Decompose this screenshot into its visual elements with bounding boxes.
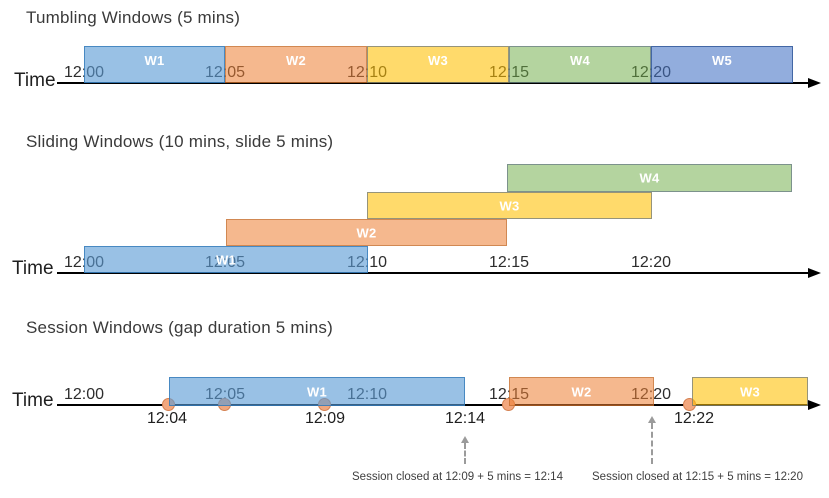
tumbling-window-bar-w2: W2 [225,46,367,83]
window-bar-label: W5 [711,53,733,68]
sliding-tick-label: 12:20 [630,254,672,271]
sliding-window-bar-w1: W1 [84,246,368,273]
window-bar-label: W4 [569,53,591,68]
sliding-axis-arrow-icon [808,268,821,278]
window-bar-label: W3 [427,53,449,68]
tumbling-window-bar-w4: W4 [509,46,651,83]
sliding-tick-label: 12:15 [488,254,530,271]
tumbling-axis-arrow-icon [808,78,821,88]
tumbling-window-bar-w3: W3 [367,46,509,83]
window-bar-label: W1 [144,53,165,68]
annotation-up-arrow-icon [461,436,469,443]
sliding-window-bar-w4: W4 [507,164,792,192]
window-bar-label: W4 [639,170,660,186]
window-bar-label: W1 [215,252,237,267]
session-event-time-label: 12:09 [304,410,346,427]
tumbling-time-axis-label: Time [14,70,56,91]
sliding-window-bar-w3: W3 [367,192,652,219]
window-bar-label: W3 [499,198,520,213]
window-bar-label: W2 [571,384,592,399]
annotation-up-arrow-icon [648,416,656,423]
session-close-annotation: Session closed at 12:09 + 5 mins = 12:14 [352,471,563,483]
window-bar-label: W1 [306,384,328,399]
session-event-time-label: 12:22 [673,410,715,427]
tumbling-section-title: Tumbling Windows (5 mins) [26,8,241,27]
session-event-time-label: 12:04 [146,410,188,427]
session-window-bar-w2: W2 [509,377,654,406]
tumbling-axis-line [57,82,808,84]
sliding-time-axis-label: Time [12,258,54,279]
sliding-section-title: Sliding Windows (10 mins, slide 5 mins) [26,132,334,151]
session-tick-label: 12:00 [63,386,105,403]
tumbling-window-bar-w5: W5 [651,46,793,83]
annotation-arrow-dashed-line [651,423,653,464]
session-window-bar-w1: W1 [169,377,465,406]
session-event-time-label: 12:14 [444,410,486,427]
sliding-window-bar-w2: W2 [226,219,507,246]
session-axis-arrow-icon [808,400,821,410]
session-time-axis-label: Time [12,390,54,411]
session-window-bar-w3: W3 [692,377,808,406]
sliding-axis-line [57,272,808,274]
window-bar-label: W3 [739,384,761,399]
tumbling-window-bar-w1: W1 [84,46,225,83]
annotation-arrow-dashed-line [464,443,466,464]
session-section-title: Session Windows (gap duration 5 mins) [26,318,333,337]
session-close-annotation: Session closed at 12:15 + 5 mins = 12:20 [592,471,803,483]
window-bar-label: W2 [356,225,377,240]
window-bar-label: W2 [285,53,307,68]
